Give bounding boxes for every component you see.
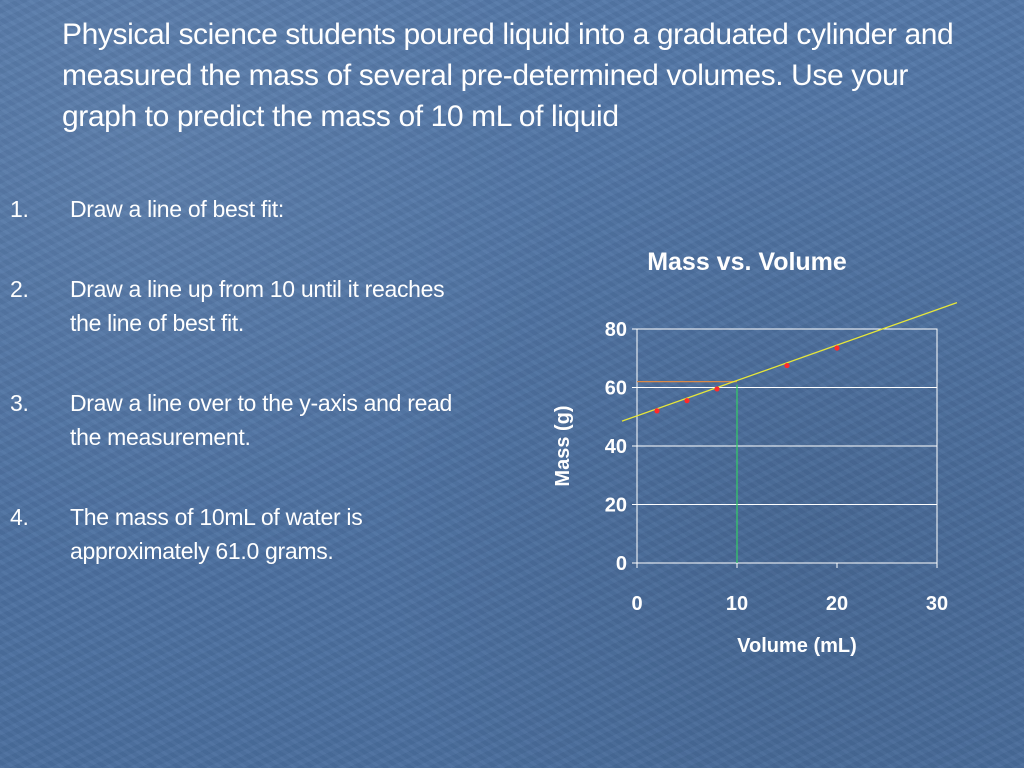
x-tick-label: 0 <box>631 593 642 615</box>
best-fit-line <box>621 302 958 422</box>
y-tick-label: 60 <box>605 378 627 400</box>
y-axis-label: Mass (g) <box>552 405 574 486</box>
x-tick-label: 20 <box>826 593 848 615</box>
list-item: 3. Draw a line over to the y-axis and re… <box>10 386 480 454</box>
step-number: 1. <box>10 196 29 222</box>
data-point <box>714 386 720 392</box>
data-point <box>784 362 790 369</box>
y-tick-label: 40 <box>605 436 627 458</box>
step-text: Draw a line over to the y-axis and read … <box>70 390 453 450</box>
data-point <box>684 398 690 404</box>
list-item: 2. Draw a line up from 10 until it reach… <box>10 272 480 340</box>
step-number: 3. <box>10 390 29 416</box>
step-text: The mass of 10mL of water is approximate… <box>70 504 363 564</box>
guide-lines <box>637 381 738 563</box>
fit-line-group <box>621 302 958 422</box>
x-tick-label: 30 <box>926 593 948 615</box>
y-tick-label: 0 <box>616 553 627 575</box>
data-points <box>654 345 840 414</box>
data-point <box>654 408 660 414</box>
x-tick-label: 10 <box>726 593 748 615</box>
x-axis-label: Volume (mL) <box>737 635 857 657</box>
step-number: 4. <box>10 504 29 530</box>
list-item: 4. The mass of 10mL of water is approxim… <box>10 500 480 568</box>
chart-title: Mass vs. Volume <box>647 248 847 276</box>
instruction-list: 1. Draw a line of best fit: 2. Draw a li… <box>10 192 480 614</box>
y-tick-label: 80 <box>605 319 627 341</box>
chart-svg: Mass vs. Volume 0 20 40 60 80 0 10 20 30 Volume … <box>552 248 958 657</box>
mass-volume-chart: Mass vs. Volume 0 20 40 60 80 0 10 20 30 Volume … <box>540 240 980 670</box>
step-text: Draw a line up from 10 until it reaches … <box>70 276 445 336</box>
slide-title: Physical science students poured liquid … <box>62 18 954 133</box>
step-text: Draw a line of best fit: <box>70 196 284 222</box>
data-point <box>834 345 840 351</box>
axes: 0 20 40 60 80 0 10 20 30 <box>605 319 948 615</box>
list-item: 1. Draw a line of best fit: <box>10 192 480 226</box>
y-tick-label: 20 <box>605 495 627 517</box>
step-number: 2. <box>10 276 29 302</box>
